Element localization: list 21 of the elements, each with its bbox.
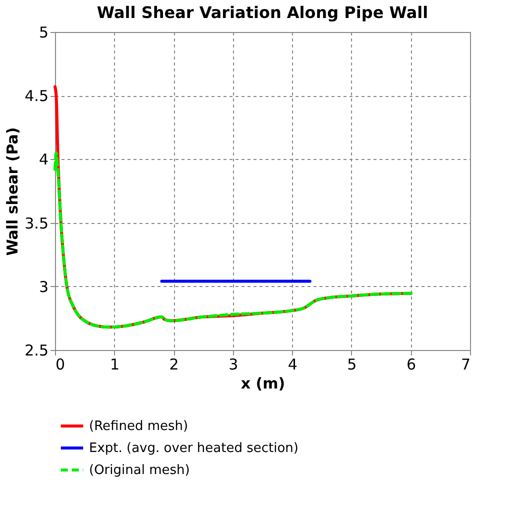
legend-label: Expt. (avg. over heated section) — [89, 441, 298, 456]
y-tick-label: 4 — [38, 150, 48, 169]
x-axis-title: x (m) — [240, 374, 286, 392]
x-tick-label: 7 — [460, 356, 470, 374]
y-tick-label: 2.5 — [24, 342, 48, 360]
y-tick-label: 5 — [38, 24, 48, 42]
x-tick-label: 0 — [56, 356, 66, 374]
x-tick-label: 5 — [347, 356, 357, 374]
x-tick-label: 1 — [110, 356, 120, 374]
y-tick-label: 3 — [38, 278, 48, 296]
y-tick-label: 3.5 — [24, 214, 48, 232]
legend-label: (Refined mesh) — [89, 419, 188, 434]
x-tick-label: 4 — [288, 356, 298, 374]
y-tick-label: 4.5 — [24, 87, 48, 106]
legend-label: (Original mesh) — [89, 463, 190, 478]
x-tick-label: 3 — [228, 356, 238, 374]
chart-title: Wall Shear Variation Along Pipe Wall — [96, 3, 428, 22]
x-tick-label: 2 — [169, 356, 179, 374]
y-axis-title: Wall shear (Pa) — [4, 127, 22, 256]
x-tick-label: 6 — [406, 356, 416, 374]
line-series — [54, 151, 416, 329]
